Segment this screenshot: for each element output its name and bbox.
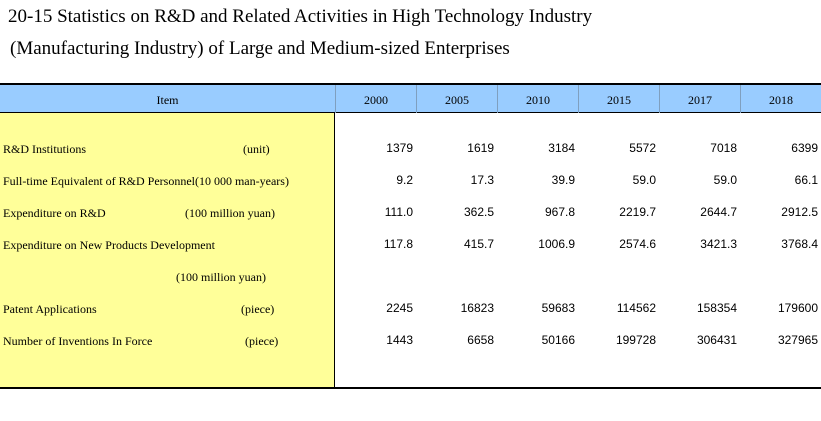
cell-fte-2017: 59.0 xyxy=(713,173,737,187)
cell-rd-institutions-2015: 5572 xyxy=(629,141,656,155)
row-unit-expenditure-new-products: (100 million yuan) xyxy=(176,270,266,284)
cell-rd-institutions-2000: 1379 xyxy=(386,141,413,155)
cell-patents-2015: 114562 xyxy=(616,301,656,315)
row-label-fte-rd-personnel: Full-time Equivalent of R&D Personnel(10… xyxy=(3,174,289,188)
row-label-inventions-in-force: Number of Inventions In Force xyxy=(3,334,153,348)
row-unit-expenditure-rd: (100 million yuan) xyxy=(185,206,275,220)
cell-fte-2000: 9.2 xyxy=(396,173,413,187)
header-year-2005: 2005 xyxy=(416,85,497,113)
cell-rd-institutions-2017: 7018 xyxy=(710,141,737,155)
cell-fte-2018: 66.1 xyxy=(794,173,818,187)
row-label-expenditure-rd: Expenditure on R&D xyxy=(3,206,106,220)
cell-rd-institutions-2018: 6399 xyxy=(791,141,818,155)
cell-patents-2018: 179600 xyxy=(777,301,818,315)
cell-rd-institutions-2010: 3184 xyxy=(548,141,575,155)
cell-inventions-2005: 6658 xyxy=(467,333,494,347)
row-label-rd-institutions: R&D Institutions xyxy=(3,142,87,156)
cell-patents-2000: 2245 xyxy=(386,301,413,315)
cell-patents-2017: 158354 xyxy=(696,301,737,315)
row-labels-column xyxy=(0,113,335,387)
header-item: Item xyxy=(156,93,179,107)
header-year-2010: 2010 xyxy=(497,85,578,113)
row-unit-patent-applications: (piece) xyxy=(241,302,275,316)
cell-rd-institutions-2005: 1619 xyxy=(467,141,494,155)
cell-fte-2010: 39.9 xyxy=(551,173,575,187)
cell-exp-rd-2005: 362.5 xyxy=(463,205,494,219)
cell-exp-new-products-2017: 3421.3 xyxy=(700,237,737,251)
header-year-2000: 2000 xyxy=(335,85,416,113)
cell-inventions-2018: 327965 xyxy=(777,333,818,347)
cell-fte-2005: 17.3 xyxy=(470,173,494,187)
cell-exp-rd-2015: 2219.7 xyxy=(619,205,656,219)
cell-exp-new-products-2005: 415.7 xyxy=(463,237,494,251)
cell-fte-2015: 59.0 xyxy=(632,173,656,187)
cell-exp-new-products-2018: 3768.4 xyxy=(781,237,818,251)
row-unit-inventions-in-force: (piece) xyxy=(245,334,279,348)
cell-exp-rd-2018: 2912.5 xyxy=(781,205,818,219)
cell-inventions-2017: 306431 xyxy=(696,333,737,347)
cell-patents-2010: 59683 xyxy=(541,301,575,315)
table-title-line-1: 20-15 Statistics on R&D and Related Acti… xyxy=(8,6,593,27)
cell-exp-rd-2010: 967.8 xyxy=(544,205,575,219)
row-label-patent-applications: Patent Applications xyxy=(3,302,97,316)
cell-exp-new-products-2015: 2574.6 xyxy=(619,237,656,251)
table-bottom-rule xyxy=(0,387,821,389)
cell-inventions-2010: 50166 xyxy=(541,333,575,347)
cell-exp-rd-2000: 111.0 xyxy=(384,205,413,219)
cell-exp-new-products-2000: 117.8 xyxy=(383,237,413,251)
statistics-table: Item 2000 2005 2010 2015 2017 2018 R&D I… xyxy=(0,82,821,389)
cell-exp-rd-2017: 2644.7 xyxy=(700,205,737,219)
header-year-2015: 2015 xyxy=(578,85,659,113)
header-year-2017: 2017 xyxy=(659,85,740,113)
row-label-expenditure-new-products: Expenditure on New Products Development xyxy=(3,238,215,252)
cell-inventions-2000: 1443 xyxy=(386,333,413,347)
cell-exp-new-products-2010: 1006.9 xyxy=(538,237,575,251)
header-year-2018: 2018 xyxy=(740,85,821,113)
cell-patents-2005: 16823 xyxy=(460,301,494,315)
table-title-line-2: (Manufacturing Industry) of Large and Me… xyxy=(10,38,510,59)
row-unit-rd-institutions: (unit) xyxy=(243,142,270,156)
cell-inventions-2015: 199728 xyxy=(615,333,656,347)
table-header-row: Item 2000 2005 2010 2015 2017 2018 xyxy=(0,83,821,113)
